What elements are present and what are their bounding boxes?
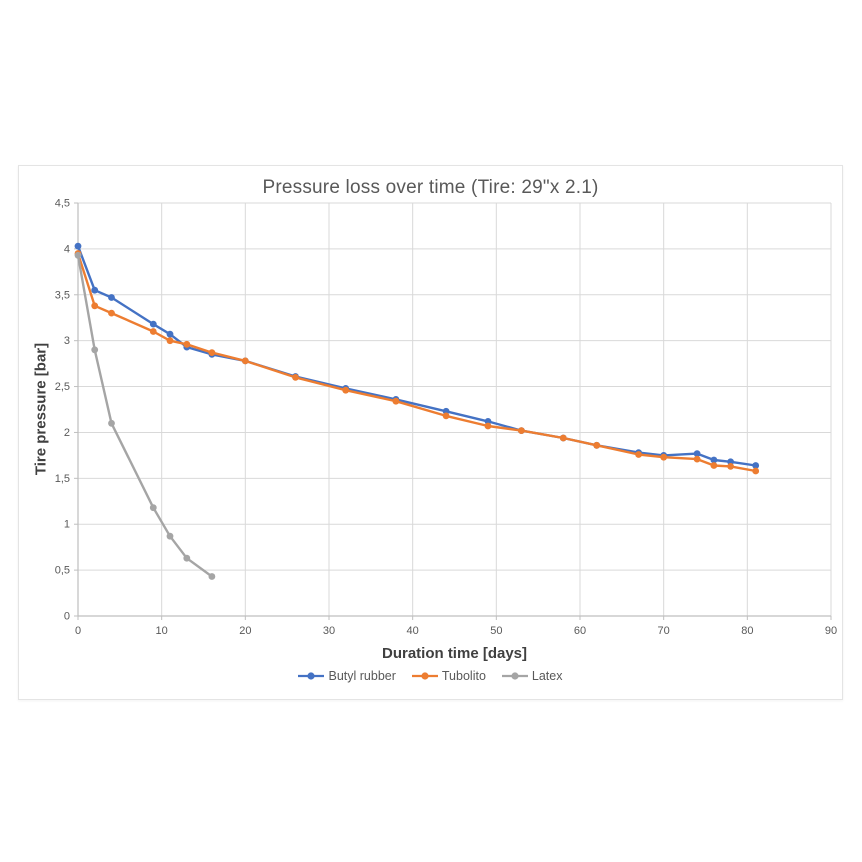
data-point-latex (183, 554, 191, 562)
data-point-latex (91, 346, 99, 354)
data-point-tubolito (593, 441, 601, 449)
data-point-tubolito (392, 397, 400, 405)
y-tick-label: 3 (64, 335, 70, 347)
x-tick-label: 70 (658, 625, 670, 637)
data-point-tubolito (208, 349, 216, 356)
data-point-tubolito (559, 434, 567, 442)
chart-container: Pressure loss over time (Tire: 29"x 2.1)… (18, 165, 843, 700)
y-tick-label: 3,5 (55, 289, 70, 301)
legend-label: Butyl rubber (328, 669, 396, 683)
y-tick-label: 2,5 (55, 381, 70, 393)
x-tick-label: 30 (323, 625, 335, 637)
data-point-butyl-rubber (91, 286, 99, 294)
y-tick-label: 4,5 (55, 198, 70, 210)
data-point-tubolito (91, 302, 99, 310)
y-axis-title: Tire pressure [bar] (32, 342, 50, 476)
data-point-latex (108, 419, 115, 427)
legend-item-butyl-rubber: Butyl rubber (298, 669, 396, 683)
data-point-butyl-rubber (752, 462, 760, 469)
data-point-latex (166, 532, 174, 540)
legend-marker-icon (298, 672, 325, 680)
data-point-tubolito (710, 462, 718, 469)
data-point-tubolito (660, 453, 668, 461)
y-tick-label: 0 (64, 611, 70, 623)
data-point-tubolito (484, 422, 492, 430)
y-tick-label: 2 (64, 427, 70, 439)
data-point-tubolito (183, 340, 191, 348)
series-line-tubolito (76, 252, 757, 473)
data-point-latex (74, 251, 82, 259)
legend-item-latex: Latex (501, 669, 563, 683)
x-tick-label: 80 (741, 625, 753, 637)
y-tick-label: 1,5 (55, 473, 70, 485)
data-point-tubolito (442, 412, 450, 420)
data-point-latex (149, 504, 157, 512)
data-point-butyl-rubber (74, 242, 82, 250)
legend-label: Latex (531, 669, 563, 683)
series-line-butyl-rubber (76, 244, 757, 467)
legend-label: Tubolito (441, 669, 486, 683)
x-tick-label: 10 (156, 625, 168, 637)
x-tick-label: 20 (239, 625, 251, 637)
plot-area: 0 0,5 1 1,5 2 2,5 3 3,5 4 4,5 0 10 20 30 40 50 60 70 80 90 (55, 198, 837, 638)
x-tick-label: 50 (490, 625, 502, 637)
x-tick-label: 40 (407, 625, 419, 637)
x-tick-label: 90 (825, 625, 837, 637)
data-point-butyl-rubber (166, 330, 174, 338)
data-point-butyl-rubber (149, 320, 157, 328)
legend-marker-icon (501, 672, 528, 680)
data-point-tubolito (727, 463, 734, 470)
data-point-butyl-rubber (693, 450, 701, 457)
data-point-latex (208, 573, 216, 580)
data-point-tubolito (292, 374, 299, 381)
y-tick-label: 4 (64, 243, 70, 255)
data-point-tubolito (108, 309, 115, 317)
data-point-butyl-rubber (710, 456, 718, 464)
data-point-tubolito (693, 455, 701, 463)
series-line-latex (76, 254, 214, 578)
legend: Butyl rubber Tubolito Latex (19, 669, 842, 683)
x-tick-label: 0 (75, 625, 81, 637)
data-point-tubolito (342, 386, 350, 394)
data-point-tubolito (149, 328, 157, 335)
x-axis-title: Duration time [days] (381, 645, 528, 662)
legend-marker-icon (411, 672, 438, 680)
data-point-tubolito (166, 337, 174, 345)
data-point-tubolito (518, 427, 525, 434)
legend-item-tubolito: Tubolito (411, 669, 486, 683)
chart-title: Pressure loss over time (Tire: 29"x 2.1) (262, 177, 599, 198)
data-point-tubolito (752, 467, 760, 475)
x-tick-label: 60 (574, 625, 586, 637)
data-point-tubolito (635, 451, 642, 458)
y-tick-label: 0,5 (55, 565, 70, 577)
y-tick-label: 1 (64, 519, 70, 531)
data-point-tubolito (241, 357, 249, 365)
data-point-butyl-rubber (108, 294, 115, 301)
